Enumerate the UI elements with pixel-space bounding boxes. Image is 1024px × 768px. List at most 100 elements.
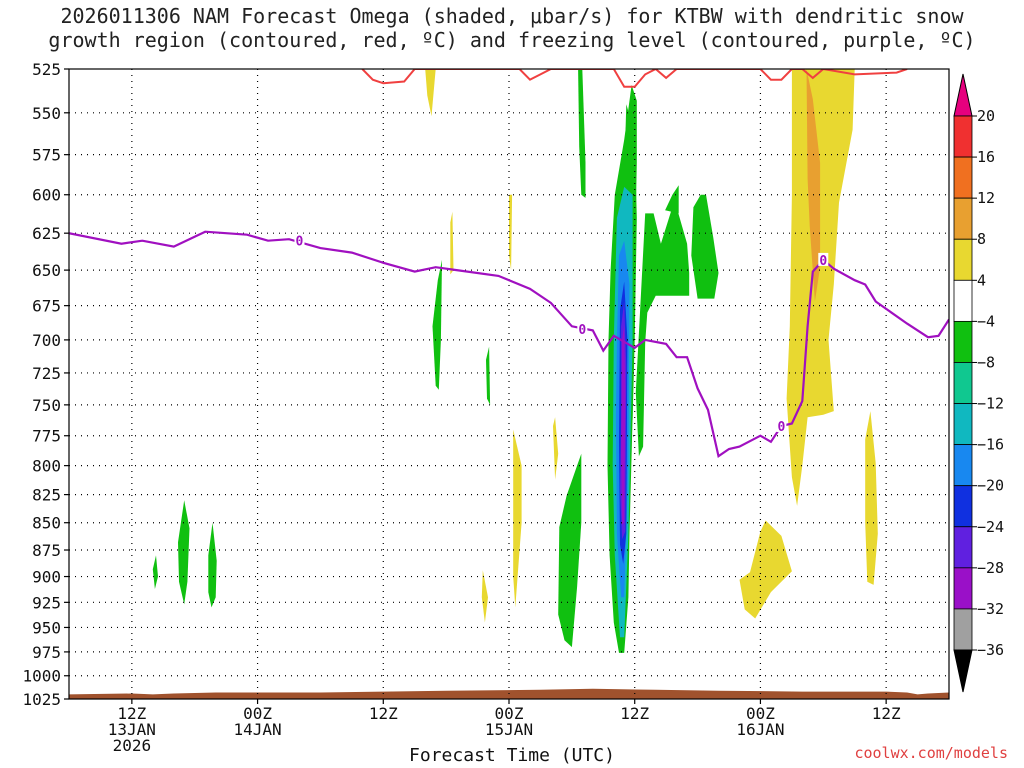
y-tick-label-850: 850: [32, 514, 61, 533]
y-tick-label-575: 575: [32, 146, 61, 165]
colorbar-label-6: −8: [977, 353, 995, 371]
x-tick-label-18-0: 00Z: [243, 704, 272, 723]
y-tick-label-1000: 1000: [22, 667, 61, 686]
x-tick-label-30-0: 12Z: [369, 704, 398, 723]
freezing-label-bg-3: [818, 252, 829, 266]
colorbar-swatch-7: [953, 403, 973, 446]
y-tick-label-675: 675: [32, 297, 61, 316]
omega-shade-12: [208, 522, 217, 608]
title-line-2: growth region (contoured, red, ºC) and f…: [48, 28, 976, 52]
y-tick-label-1025: 1025: [22, 690, 61, 709]
x-tick-label-42-0: 00Z: [495, 704, 524, 723]
y-tick-label-600: 600: [32, 186, 61, 205]
x-tick-label-78-0: 12Z: [872, 704, 901, 723]
y-tick-label-775: 775: [32, 427, 61, 446]
colorbar-bottom-arrow: [953, 649, 973, 693]
omega-shade-7: [786, 69, 855, 506]
omega-shade-4: [481, 570, 488, 623]
freezing-label-bg-2: [776, 418, 787, 432]
omega-shaded-regions: [152, 69, 878, 653]
colorbar-swatch-0: [953, 115, 973, 158]
x-tick-label-66-0: 00Z: [746, 704, 775, 723]
colorbar-swatch-10: [953, 526, 973, 569]
omega-shade-13: [432, 259, 442, 390]
y-tick-label-900: 900: [32, 568, 61, 587]
y-tick-label-525: 525: [32, 60, 61, 79]
colorbar-label-12: −32: [977, 600, 1004, 618]
colorbar-swatch-3: [953, 238, 973, 281]
colorbar-swatch-5: [953, 320, 973, 363]
freezing-level-label-0: 0: [296, 235, 304, 250]
omega-shade-1: [450, 211, 454, 275]
colorbar-swatch-8: [953, 444, 973, 487]
colorbar-swatch-2: [953, 197, 973, 240]
y-tick-label-825: 825: [32, 486, 61, 505]
colorbar: 20 16 12 8 4 −4 −8 −12 −16 −20 −24 −28 −32 −36: [953, 73, 1004, 693]
freezing-level-label-2: 0: [777, 420, 785, 435]
colorbar-label-7: −12: [977, 395, 1004, 413]
x-tick-label-6-2: 2026: [113, 736, 152, 755]
colorbar-label-1: 16: [977, 148, 995, 166]
colorbar-label-10: −24: [977, 518, 1004, 536]
y-tick-label-950: 950: [32, 618, 61, 637]
y-tick-label-550: 550: [32, 104, 61, 123]
omega-shade-6: [739, 520, 792, 619]
y-axis-ticks: 525 550 575 600 625 650 675 700 725 750 775 800 825 8…: [22, 60, 69, 709]
y-tick-label-875: 875: [32, 541, 61, 560]
y-tick-label-700: 700: [32, 331, 61, 350]
omega-shade-3: [513, 429, 522, 608]
colorbar-label-0: 20: [977, 107, 995, 125]
omega-shade-19: [691, 194, 719, 299]
x-axis-label: Forecast Time (UTC): [409, 745, 615, 766]
omega-shade-20: [558, 453, 582, 648]
colorbar-label-2: 12: [977, 189, 995, 207]
x-tick-label-54-0: 12Z: [620, 704, 649, 723]
y-tick-label-975: 975: [32, 643, 61, 662]
freezing-level-label-3: 0: [819, 254, 827, 269]
chart-title: 2026011306 NAM Forecast Omega (shaded, μ…: [0, 4, 1024, 52]
omega-shade-11: [178, 500, 190, 605]
y-tick-label-750: 750: [32, 396, 61, 415]
omega-shade-14: [486, 346, 491, 405]
colorbar-label-13: −36: [977, 641, 1004, 659]
omega-shade-18: [665, 185, 679, 214]
omega-shade-17: [635, 207, 690, 457]
omega-shade-26: [621, 326, 626, 525]
freezing-level-label-1: 0: [578, 323, 586, 338]
omega-shade-15: [578, 69, 586, 198]
colorbar-label-5: −4: [977, 312, 995, 330]
y-tick-label-625: 625: [32, 224, 61, 243]
x-tick-label-18-1: 14JAN: [233, 720, 281, 739]
x-tick-label-42-1: 15JAN: [485, 720, 533, 739]
colorbar-label-8: −16: [977, 436, 1004, 454]
title-line-1: 2026011306 NAM Forecast Omega (shaded, μ…: [60, 4, 964, 28]
colorbar-swatch-11: [953, 567, 973, 610]
omega-shade-8: [806, 69, 821, 302]
colorbar-label-3: 8: [977, 230, 986, 248]
y-tick-label-725: 725: [32, 364, 61, 383]
contour-lines: 0 0 0 0: [69, 69, 949, 459]
omega-shade-0: [425, 69, 436, 117]
x-tick-label-66-1: 16JAN: [736, 720, 784, 739]
x-tick-label-6-1: 13JAN: [108, 720, 156, 739]
y-tick-label-925: 925: [32, 593, 61, 612]
omega-shade-10: [152, 555, 158, 589]
colorbar-label-4: 4: [977, 271, 986, 289]
source-credit: coolwx.com/models: [854, 744, 1008, 762]
y-tick-label-800: 800: [32, 457, 61, 476]
y-tick-label-650: 650: [32, 261, 61, 280]
colorbar-label-11: −28: [977, 559, 1004, 577]
omega-shade-9: [865, 411, 878, 585]
omega-shade-5: [553, 417, 559, 480]
colorbar-label-9: −20: [977, 477, 1004, 495]
colorbar-top-arrow: [953, 73, 973, 117]
dgz-red-contour: [361, 69, 908, 88]
colorbar-swatch-4: [953, 279, 973, 322]
colorbar-swatch-12: [953, 608, 973, 651]
omega-shade-2: [509, 194, 513, 271]
freezing-label-bg-0: [294, 233, 305, 247]
x-tick-label-6-0: 12Z: [117, 704, 146, 723]
colorbar-swatch-1: [953, 156, 973, 199]
